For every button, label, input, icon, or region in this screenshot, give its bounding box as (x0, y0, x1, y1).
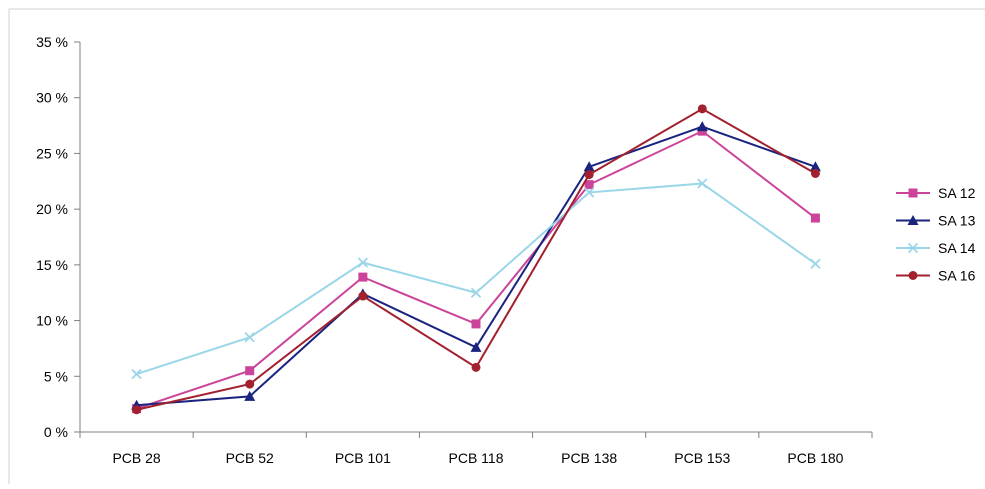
data-point (584, 170, 594, 180)
legend-entry: SA 14 (896, 240, 976, 256)
y-tick-label: 35 % (36, 34, 68, 50)
legend-marker (908, 271, 918, 280)
y-tick-label: 5 % (44, 368, 68, 384)
legend-entry: SA 16 (896, 268, 976, 284)
legend-entry: SA 12 (896, 185, 976, 201)
legend-marker (907, 215, 919, 225)
data-point (357, 257, 368, 268)
data-point (245, 366, 255, 376)
x-tick-label: PCB 138 (561, 450, 617, 466)
data-point (810, 213, 820, 223)
data-point (471, 362, 481, 372)
legend-label: SA 14 (938, 240, 976, 256)
data-point (470, 341, 482, 352)
data-point (584, 180, 594, 190)
x-tick-label: PCB 153 (674, 450, 730, 466)
y-tick-label: 0 % (44, 424, 68, 440)
data-point (244, 390, 256, 401)
data-point (245, 379, 255, 389)
y-tick-label: 15 % (36, 257, 68, 273)
data-point (131, 368, 142, 380)
x-tick-label: PCB 52 (226, 450, 274, 466)
data-point (697, 178, 708, 189)
legend: SA 12 SA 13 SA 14 SA 16 (896, 185, 976, 284)
data-point (471, 319, 481, 329)
legend-label: SA 16 (938, 268, 976, 284)
data-point (132, 405, 142, 415)
data-point (358, 272, 368, 282)
data-point (809, 161, 821, 172)
x-tick-label: PCB 118 (449, 450, 504, 466)
chart-border (8, 8, 985, 489)
data-point (244, 332, 255, 343)
axes: 0 % 5 % 10 % 15 % 20 % 25 % 30 % 35 % PCB 28 PCB … (36, 34, 873, 466)
y-tick-label: 20 % (36, 201, 68, 217)
data-point (696, 121, 708, 132)
legend-label: SA 13 (938, 213, 976, 229)
legend-entry: SA 13 (896, 213, 976, 229)
y-tick-label: 30 % (36, 90, 68, 106)
y-tick-label: 25 % (36, 145, 68, 161)
series-sa-14 (131, 178, 821, 380)
legend-marker (907, 242, 919, 254)
data-point (810, 168, 820, 178)
x-tick-label: PCB 180 (787, 450, 843, 466)
data-point (697, 104, 707, 114)
data-point (584, 187, 595, 198)
series-sa-16 (132, 104, 820, 415)
data-point (810, 258, 821, 269)
data-point (583, 161, 595, 172)
series-layer (131, 104, 821, 415)
y-tick-label: 10 % (36, 313, 68, 329)
x-tick-label: PCB 28 (112, 450, 160, 466)
legend-label: SA 12 (938, 185, 976, 201)
x-tick-label: PCB 101 (335, 450, 391, 466)
data-point (358, 291, 368, 301)
data-point (470, 287, 482, 298)
legend-marker (908, 188, 918, 198)
